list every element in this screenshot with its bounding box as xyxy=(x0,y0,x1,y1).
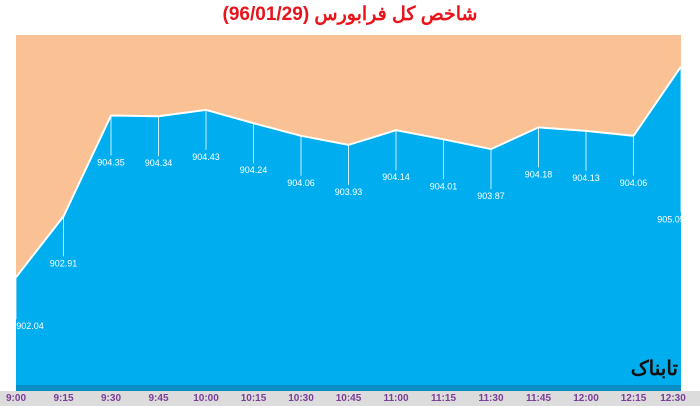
x-tick-label: 9:30 xyxy=(101,393,121,404)
area-base xyxy=(16,385,681,391)
data-label: 902.91 xyxy=(50,258,78,268)
data-label: 902.04 xyxy=(16,321,44,331)
watermark-logo: تابناک xyxy=(630,356,678,380)
x-axis-band xyxy=(0,391,700,406)
x-tick-label: 11:15 xyxy=(431,393,456,404)
chart-title: شاخص کل فرابورس (96/01/29) xyxy=(222,4,478,25)
x-tick-label: 11:45 xyxy=(526,393,551,404)
x-tick-label: 11:30 xyxy=(478,393,503,404)
data-label: 905.05 xyxy=(657,215,685,225)
x-tick-label: 9:15 xyxy=(53,393,73,404)
x-tick-label: 12:00 xyxy=(573,393,599,404)
data-label: 904.34 xyxy=(145,158,173,168)
x-tick-label: 11:00 xyxy=(383,393,408,404)
x-tick-label: 10:00 xyxy=(193,393,219,404)
data-label: 904.13 xyxy=(572,173,600,183)
data-label: 904.43 xyxy=(192,152,220,162)
data-label: 904.14 xyxy=(382,172,410,182)
x-tick-label: 9:45 xyxy=(148,393,168,404)
data-label: 904.24 xyxy=(240,165,268,175)
x-tick-label: 12:30 xyxy=(660,393,686,404)
data-label: 904.18 xyxy=(525,169,553,179)
data-label: 903.87 xyxy=(477,191,505,201)
area-fill xyxy=(16,66,681,385)
data-label: 904.01 xyxy=(430,181,458,191)
data-label: 904.06 xyxy=(287,178,315,188)
data-label: 903.93 xyxy=(335,187,363,197)
x-tick-label: 10:45 xyxy=(336,393,362,404)
data-label: 904.35 xyxy=(97,158,125,168)
x-tick-label: 10:15 xyxy=(241,393,267,404)
x-tick-label: 9:00 xyxy=(6,393,26,404)
x-tick-label: 12:15 xyxy=(621,393,647,404)
data-label: 904.06 xyxy=(620,178,648,188)
x-tick-label: 10:30 xyxy=(288,393,314,404)
